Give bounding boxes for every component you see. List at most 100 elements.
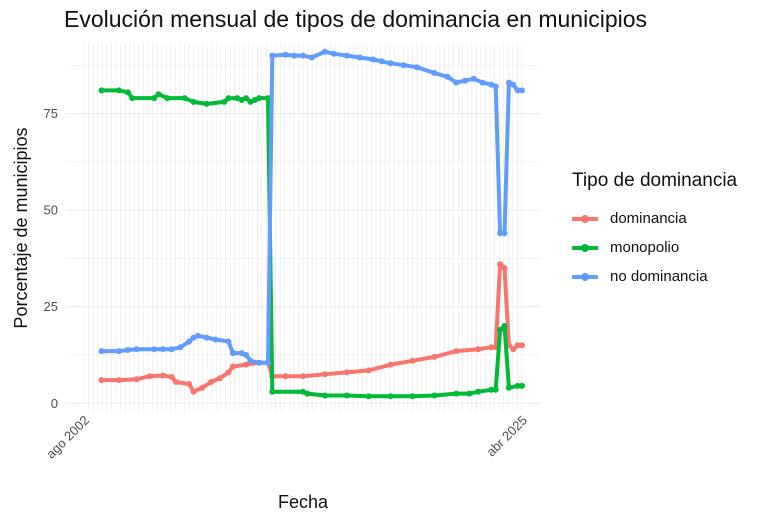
data-point [190,98,197,105]
data-point [124,347,131,353]
data-point [243,352,250,358]
series-no-dominancia [98,48,525,366]
y-tick-label: 50 [44,203,58,218]
legend-item: monopolio [572,233,737,262]
legend-label: no dominancia [610,268,708,285]
data-point [98,348,105,355]
data-point [177,344,184,351]
data-point [492,386,499,393]
data-point [168,374,175,380]
data-point [505,384,512,391]
data-point [501,230,508,237]
data-point [365,367,372,374]
data-point [146,373,153,380]
data-point [282,51,289,58]
data-point [116,348,122,355]
data-point [370,56,377,63]
data-point [291,52,298,59]
data-point [269,388,276,395]
y-tick-label: 75 [44,106,58,121]
data-point [229,363,236,370]
data-point [269,52,276,59]
data-point [501,323,508,329]
legend-key [572,238,598,258]
data-point [98,377,105,384]
data-point [492,83,499,90]
data-point [221,98,228,105]
data-point [159,346,166,353]
x-axis-ticks: ago 2002 abr 2025 [43,413,530,462]
data-point [431,70,438,76]
data-point [151,95,158,102]
data-point [356,54,363,61]
legend-title: Tipo de dominancia [572,170,738,191]
data-point [304,390,311,397]
data-point [98,87,105,94]
data-point [387,361,394,368]
data-point [475,388,482,395]
data-point [186,338,193,345]
data-point [203,334,210,341]
data-point [409,393,416,400]
data-point [321,392,328,399]
y-axis-title: Porcentaje de municipios [11,127,31,328]
data-point [116,87,122,94]
data-point [321,48,328,55]
data-point [514,342,521,349]
data-point [243,95,250,102]
data-point [488,344,495,351]
data-point [343,52,350,59]
data-point [133,346,140,353]
data-point [164,95,171,102]
x-axis-title: Fecha [278,492,329,512]
data-point [479,79,486,86]
data-point [168,346,175,353]
data-point [378,58,385,65]
data-point [256,359,263,366]
data-point [470,75,477,82]
chart-title: Evolución mensual de tipos de dominancia… [64,6,648,32]
data-point [453,390,460,397]
data-point [343,369,350,376]
data-point [186,381,193,387]
data-point [300,52,306,59]
x-tick-label: ago 2002 [43,413,92,462]
data-point [497,326,504,333]
legend: Tipo de dominancia dominancia monopolio no… [572,170,737,291]
legend-label: monopolio [610,239,680,256]
data-point [129,95,136,102]
data-point [453,348,460,355]
data-point [321,371,328,378]
data-point [514,87,521,94]
data-point [466,390,473,397]
data-point [300,373,306,380]
data-point [497,230,504,237]
data-point [243,361,250,368]
data-point [173,379,179,385]
data-point [462,77,469,84]
data-point [400,62,407,69]
data-point [519,87,525,94]
data-point [199,384,206,391]
data-point [453,79,460,86]
data-point [409,357,416,364]
legend-key [572,209,598,229]
legend-item: no dominancia [572,262,737,291]
data-point [194,332,201,339]
data-point [343,392,350,399]
data-point [256,95,263,102]
data-point [444,73,451,80]
series-layer [98,48,525,400]
data-point [155,91,162,98]
data-point [282,373,289,380]
data-point [247,357,254,364]
data-point [308,54,315,61]
data-point [208,379,214,385]
y-axis-ticks: 0 25 50 75 [44,106,58,411]
y-tick-label: 25 [44,299,58,314]
data-point [387,60,394,67]
data-point [365,393,372,400]
data-point [229,350,236,357]
data-point [519,382,525,389]
